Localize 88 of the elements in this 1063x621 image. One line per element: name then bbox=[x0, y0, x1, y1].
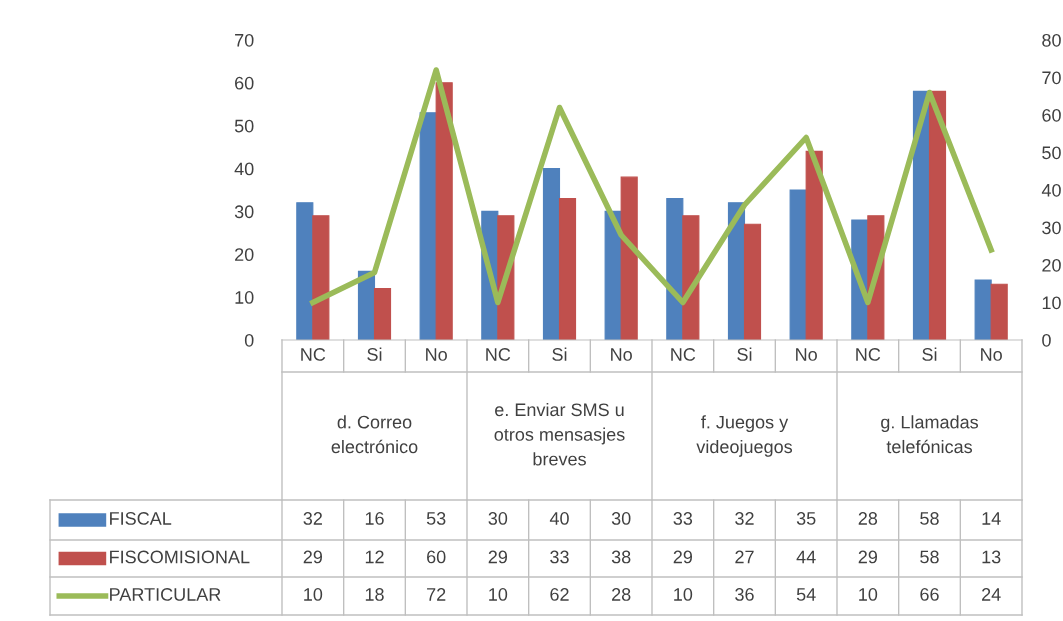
x-tick-label: No bbox=[796, 348, 817, 361]
y-tick-label: 60 bbox=[235, 76, 254, 90]
bar bbox=[682, 215, 700, 340]
data-label: 53 bbox=[426, 512, 446, 525]
x-tick-label: NC bbox=[671, 348, 696, 361]
data-label: 62 bbox=[550, 588, 569, 601]
data-label: 10 bbox=[304, 588, 323, 601]
x-tick-label: NC bbox=[486, 348, 511, 361]
data-label: 28 bbox=[858, 512, 878, 525]
data-label: 27 bbox=[735, 550, 754, 564]
data-label: 16 bbox=[365, 512, 384, 525]
bar bbox=[296, 202, 314, 340]
y2-tick-label: 10 bbox=[1042, 296, 1061, 310]
data-label: 32 bbox=[735, 512, 754, 525]
y2-tick-label: 80 bbox=[1042, 33, 1061, 47]
data-label: 60 bbox=[427, 550, 446, 564]
x-tick-label: NC bbox=[856, 348, 881, 361]
data-label: 35 bbox=[796, 512, 816, 525]
data-label: 10 bbox=[489, 588, 508, 601]
y2-tick-label: 60 bbox=[1042, 108, 1061, 122]
data-label: 58 bbox=[920, 512, 939, 525]
data-label: 29 bbox=[673, 550, 693, 564]
x-tick-label: No bbox=[611, 348, 632, 361]
data-label: 33 bbox=[550, 550, 569, 564]
x-tick-label: Si bbox=[552, 347, 567, 361]
bar bbox=[435, 82, 453, 340]
data-label: 13 bbox=[982, 550, 1001, 564]
x-tick-label: NC bbox=[301, 348, 326, 361]
data-label: 36 bbox=[735, 588, 754, 601]
data-label: 38 bbox=[611, 550, 631, 564]
text: g. Llamadas telefónicas bbox=[881, 415, 979, 454]
y2-tick-label: 0 bbox=[1042, 333, 1051, 347]
y-tick-label: 40 bbox=[234, 162, 254, 176]
data-label: 12 bbox=[365, 550, 384, 564]
y-tick-label: 20 bbox=[235, 248, 254, 262]
data-label: 29 bbox=[303, 550, 323, 564]
data-label: 14 bbox=[982, 512, 1001, 525]
data-label: 54 bbox=[796, 588, 816, 601]
x-tick-label: Si bbox=[367, 347, 382, 361]
bar bbox=[990, 283, 1008, 340]
bar bbox=[419, 112, 437, 340]
y-tick-label: 70 bbox=[235, 33, 254, 47]
text: d. Correo electrónico bbox=[331, 415, 418, 454]
bar bbox=[805, 150, 823, 340]
bar bbox=[604, 210, 622, 340]
data-label: 32 bbox=[303, 512, 322, 525]
data-label: 33 bbox=[673, 512, 693, 525]
bar bbox=[928, 90, 947, 340]
y-tick-label: 30 bbox=[234, 205, 254, 219]
data-label: 28 bbox=[612, 588, 631, 601]
bar bbox=[373, 288, 392, 340]
y2-tick-label: 50 bbox=[1042, 146, 1061, 160]
bar bbox=[743, 223, 762, 340]
y2-tick-label: 40 bbox=[1041, 183, 1061, 197]
x-tick-label: Si bbox=[737, 347, 752, 361]
data-label: 10 bbox=[674, 588, 693, 601]
data-label: 29 bbox=[488, 550, 508, 564]
y-tick-label: 50 bbox=[234, 119, 254, 133]
legend-label: FISCAL bbox=[110, 512, 172, 525]
data-label: 40 bbox=[549, 512, 569, 525]
bar bbox=[620, 176, 638, 340]
legend-label: PARTICULAR bbox=[110, 588, 221, 601]
x-tick-label: Si bbox=[922, 347, 937, 361]
data-label: 44 bbox=[796, 550, 816, 564]
legend-label: FISCOMISIONAL bbox=[110, 550, 250, 564]
data-label: 30 bbox=[488, 512, 508, 525]
data-label: 58 bbox=[920, 550, 939, 564]
bar bbox=[312, 215, 330, 340]
x-tick-label: No bbox=[981, 348, 1002, 361]
data-label: 10 bbox=[859, 588, 878, 601]
text: e. Enviar SMS u otros mensasjes breves bbox=[494, 402, 625, 466]
data-label: 72 bbox=[427, 588, 446, 601]
y2-tick-label: 30 bbox=[1042, 221, 1061, 235]
y-tick-label: 10 bbox=[235, 291, 254, 304]
x-tick-label: No bbox=[426, 348, 447, 361]
bar bbox=[558, 198, 577, 340]
y2-tick-label: 70 bbox=[1042, 71, 1061, 85]
bar bbox=[542, 168, 561, 340]
data-label: 18 bbox=[365, 588, 384, 601]
data-label: 24 bbox=[982, 588, 1001, 601]
data-label: 29 bbox=[858, 550, 878, 564]
data-label: 30 bbox=[611, 512, 631, 525]
data-label: 66 bbox=[920, 588, 939, 601]
y2-tick-label: 20 bbox=[1042, 258, 1061, 272]
text: f. Juegos y videojuegos bbox=[696, 415, 793, 457]
y-tick-label: 0 bbox=[244, 333, 254, 347]
bar bbox=[789, 189, 807, 340]
bar bbox=[974, 279, 992, 340]
